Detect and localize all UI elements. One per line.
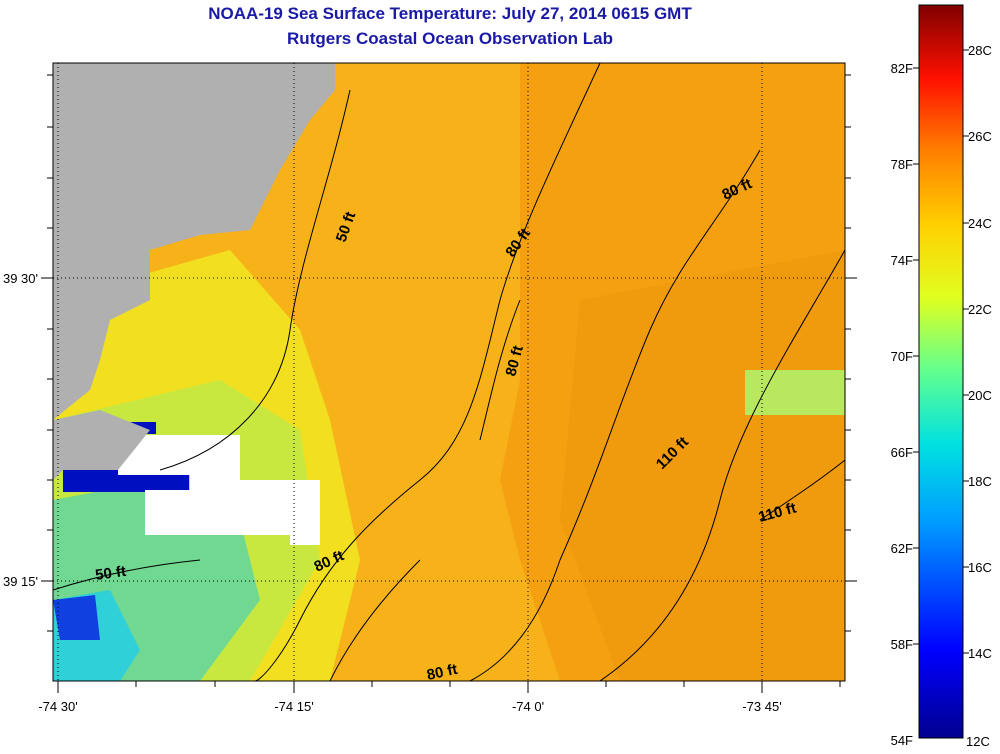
colorbar-c-label: 22C	[968, 302, 992, 317]
colorbar-f-label: 54F	[891, 733, 913, 748]
colorbar-c-label: 12C	[966, 734, 990, 749]
y-tick-label: 39 30'	[3, 271, 38, 286]
contour-label: 50 ft	[94, 563, 127, 584]
colorbar-f-label: 74F	[891, 253, 913, 268]
land-area	[53, 63, 335, 420]
colorbar-c-label: 14C	[968, 646, 992, 661]
colorbar-f-label: 58F	[891, 637, 913, 652]
x-tick-label: -73 45'	[742, 699, 781, 714]
colorbar-gradient	[918, 4, 964, 739]
depth-contours	[53, 63, 845, 681]
x-tick-label: -74 30'	[38, 699, 77, 714]
colorbar-f-label: 70F	[891, 349, 913, 364]
colorbar-f-label: 62F	[891, 541, 913, 556]
colorbar-c-label: 28C	[968, 43, 992, 58]
map-subtitle: Rutgers Coastal Ocean Observation Lab	[287, 29, 613, 48]
colorbar: 82F 78F 74F 70F 66F 62F 58F 54F 28C 26C …	[891, 4, 992, 749]
colorbar-c-label: 26C	[968, 129, 992, 144]
colorbar-f-label: 66F	[891, 445, 913, 460]
map-frame	[52, 62, 846, 682]
y-tick-label: 39 15'	[3, 574, 38, 589]
colorbar-c-label: 18C	[968, 474, 992, 489]
map-title: NOAA-19 Sea Surface Temperature: July 27…	[208, 4, 692, 23]
x-tick-label: -74 15'	[274, 699, 313, 714]
map-plot-area	[53, 63, 845, 681]
colorbar-f-label: 82F	[891, 61, 913, 76]
cold-blue-strip	[63, 470, 189, 492]
graticule	[53, 63, 845, 681]
x-tick-label: -74 0'	[512, 699, 544, 714]
colorbar-c-label: 20C	[968, 388, 992, 403]
contour-label: 80 ft	[425, 661, 459, 684]
land-area-south	[53, 410, 150, 480]
colorbar-c-label: 24C	[968, 216, 992, 231]
axis-ticks	[41, 74, 857, 693]
green-patch-east	[745, 370, 845, 415]
colorbar-ticks	[913, 49, 969, 654]
colorbar-f-label: 78F	[891, 157, 913, 172]
no-data-area	[118, 435, 320, 545]
colorbar-c-label: 16C	[968, 560, 992, 575]
warmer-offshore-zone	[560, 250, 845, 681]
cold-blue-patch	[53, 595, 100, 640]
